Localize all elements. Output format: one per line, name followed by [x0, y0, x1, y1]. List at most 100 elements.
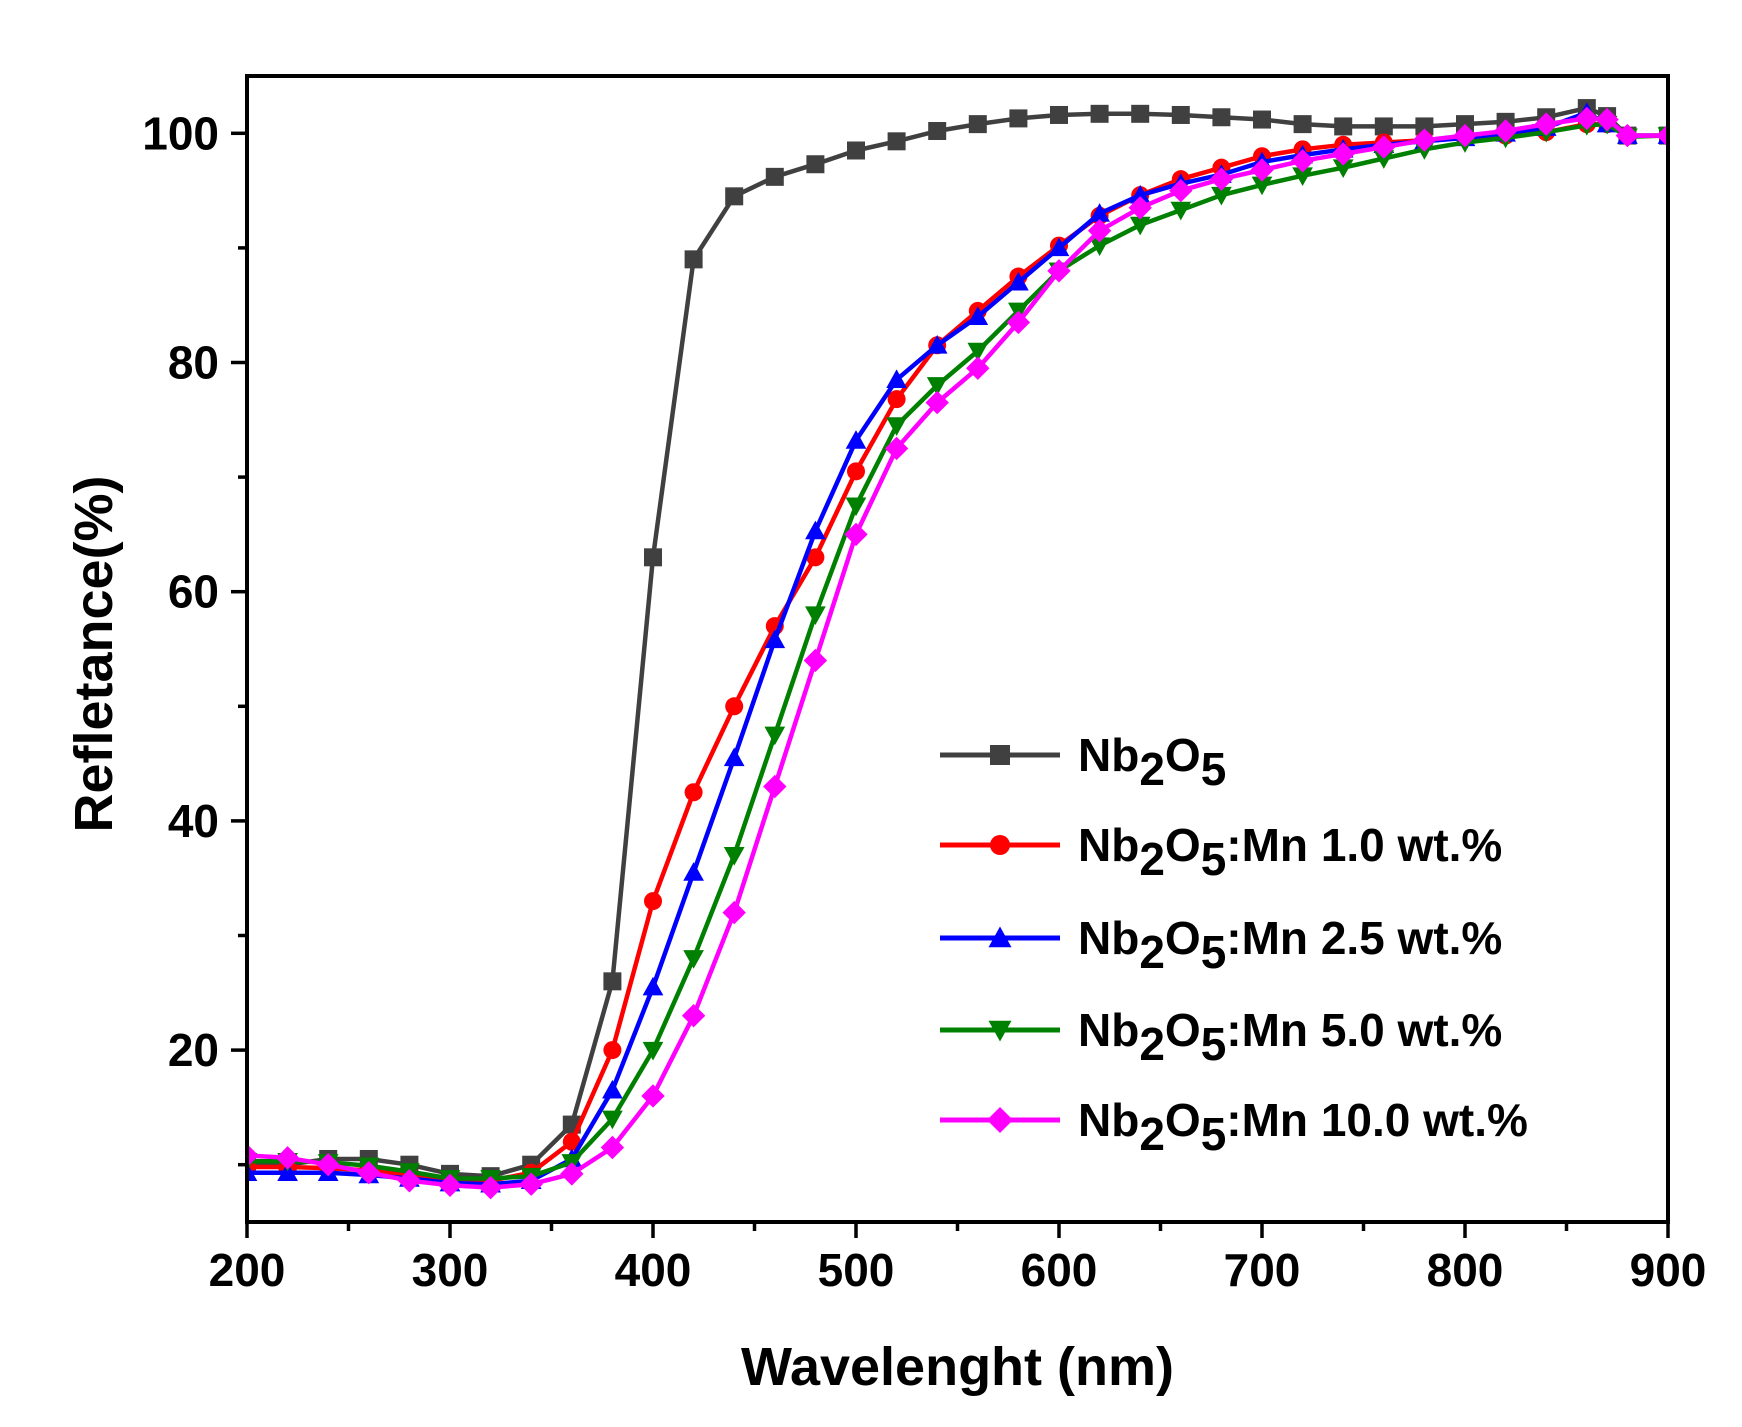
y-tick-label: 20: [168, 1024, 219, 1076]
legend-text-part: Nb: [1078, 819, 1139, 871]
data-point: [723, 847, 745, 866]
data-point: [1008, 271, 1029, 291]
data-point: [562, 1132, 581, 1151]
data-point: [644, 892, 662, 911]
legend-text-part: 5: [1201, 1108, 1227, 1160]
data-point: [764, 629, 786, 649]
data-point: [277, 1162, 298, 1182]
data-point: [966, 356, 990, 380]
x-tick-label: 500: [818, 1244, 895, 1296]
data-point: [884, 436, 909, 461]
y-tick-label: 40: [168, 795, 219, 847]
legend-item-5: Nb2O5:Mn 10.0 wt.%: [940, 1094, 1528, 1160]
legend-marker: [990, 835, 1010, 855]
data-point: [642, 976, 664, 996]
data-point: [1006, 310, 1031, 335]
data-point: [1415, 117, 1434, 136]
data-point: [1089, 237, 1110, 256]
data-point: [763, 774, 787, 799]
data-point: [1534, 112, 1558, 136]
legend-text-part: Nb: [1078, 912, 1139, 964]
legend-text-part: O: [1165, 1094, 1201, 1146]
legend-text-part: 5: [1201, 1018, 1227, 1070]
data-point: [1332, 159, 1354, 179]
data-point: [316, 1153, 340, 1177]
data-point: [1129, 184, 1151, 204]
legend-text-part: :Mn 2.5 wt.%: [1226, 912, 1502, 964]
data-point: [806, 155, 825, 174]
legend-text-part: O: [1165, 729, 1201, 781]
data-point: [805, 606, 826, 625]
data-point: [681, 1004, 706, 1028]
data-point: [723, 747, 745, 767]
legend-marker: [987, 1107, 1013, 1133]
data-point: [1292, 167, 1313, 187]
series-5: [247, 106, 1668, 1200]
data-point: [1048, 237, 1070, 257]
x-tick-label: 300: [412, 1244, 489, 1296]
legend-item-1: Nb2O5: [940, 729, 1226, 795]
data-point: [1209, 167, 1234, 191]
data-point: [803, 648, 828, 673]
data-point: [1009, 109, 1028, 128]
legend-text-part: O: [1165, 1004, 1201, 1056]
y-axis-title: Refletance(%): [64, 475, 124, 832]
data-point: [1372, 135, 1396, 159]
data-point: [722, 900, 746, 925]
data-point: [926, 377, 948, 396]
y-tick-label: 100: [142, 107, 219, 159]
x-axis-title: Wavelenght (nm): [741, 1337, 1174, 1397]
legend-text-part: O: [1165, 819, 1201, 871]
data-point: [602, 1079, 623, 1099]
data-point: [438, 1173, 462, 1198]
data-point: [1373, 150, 1395, 169]
legend-marker: [990, 745, 1010, 765]
data-point: [1212, 108, 1231, 127]
legend-text-part: 2: [1139, 926, 1165, 978]
data-point: [844, 522, 868, 547]
legend-item-4: Nb2O5:Mn 5.0 wt.%: [940, 1004, 1502, 1070]
data-point: [1047, 259, 1071, 283]
data-point: [764, 726, 786, 746]
legend-text-part: :Mn 10.0 wt.%: [1226, 1094, 1528, 1146]
data-point: [1087, 219, 1112, 243]
data-point: [600, 1135, 625, 1160]
data-point: [1453, 123, 1477, 148]
data-point: [275, 1146, 300, 1170]
legend-text-part: :Mn 5.0 wt.%: [1226, 1004, 1502, 1056]
data-point: [1128, 196, 1152, 220]
legend-marker: [988, 1020, 1012, 1042]
data-point: [886, 417, 907, 436]
data-point: [684, 783, 703, 802]
data-point: [1412, 128, 1437, 152]
plot-area: [247, 99, 1668, 1200]
data-point: [765, 167, 784, 186]
data-point: [683, 862, 704, 881]
x-tick-label: 900: [1630, 1244, 1707, 1296]
data-point: [641, 1084, 665, 1108]
data-point: [602, 1110, 623, 1130]
data-point: [1090, 104, 1109, 123]
data-point: [560, 1162, 584, 1186]
data-point: [478, 1175, 503, 1200]
data-point: [1290, 149, 1315, 173]
data-point: [1089, 203, 1110, 222]
data-point: [1293, 115, 1312, 134]
legend-text-part: Nb: [1078, 1004, 1139, 1056]
data-point: [805, 520, 826, 540]
legend-text-part: 2: [1139, 1108, 1165, 1160]
legend-item-3: Nb2O5:Mn 2.5 wt.%: [940, 912, 1502, 978]
data-point: [967, 306, 989, 325]
data-point: [845, 430, 867, 449]
data-point: [357, 1161, 381, 1185]
legend-text-part: 5: [1201, 833, 1227, 885]
legend-label: Nb2O5:Mn 5.0 wt.%: [1078, 1004, 1502, 1070]
data-point: [1050, 105, 1068, 124]
data-point: [1331, 142, 1355, 166]
data-point: [644, 548, 662, 567]
y-tick-label: 80: [168, 337, 219, 389]
data-point: [928, 122, 947, 141]
x-tick-label: 200: [209, 1244, 286, 1296]
